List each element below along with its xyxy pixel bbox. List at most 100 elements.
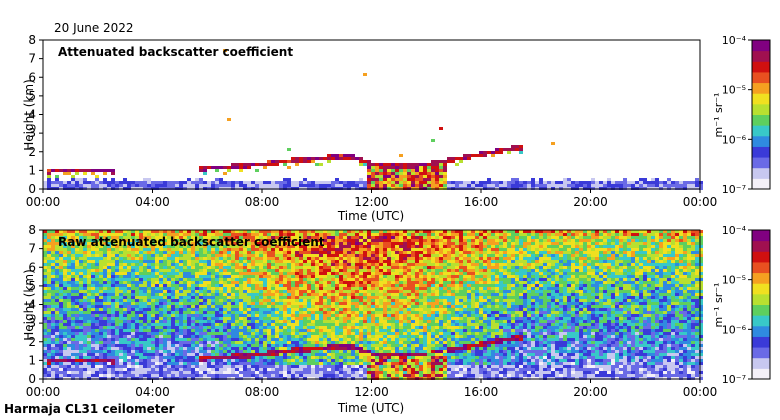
heatmap-cell [203,166,207,169]
heatmap-cell [107,296,111,299]
heatmap-cell [239,272,243,275]
heatmap-cell [287,338,291,341]
heatmap-cell [291,257,295,260]
heatmap-cell [451,181,455,184]
heatmap-cell [99,251,103,254]
heatmap-cell [279,257,283,260]
heatmap-cell [119,278,123,281]
heatmap-cell [63,335,67,338]
heatmap-cell [351,350,355,353]
heatmap-cell [235,184,239,187]
heatmap-cell [195,242,199,245]
heatmap-cell [279,287,283,290]
heatmap-cell [439,163,443,166]
heatmap-cell [271,332,275,335]
heatmap-cell [59,266,63,269]
heatmap-cell [295,296,299,299]
heatmap-cell [115,275,119,278]
heatmap-cell [639,178,643,181]
heatmap-cell [207,341,211,344]
heatmap-cell [163,350,167,353]
heatmap-cell [59,233,63,236]
heatmap-cell [79,305,83,308]
heatmap-cell [199,275,203,278]
heatmap-cell [435,166,439,169]
heatmap-cell [267,341,271,344]
heatmap-cell [99,374,103,377]
heatmap-cell [167,233,171,236]
heatmap-cell [267,236,271,239]
heatmap-cell [167,320,171,323]
heatmap-cell [91,314,95,317]
heatmap-cell [331,254,335,257]
heatmap-cell [311,257,315,260]
heatmap-cell [263,353,267,356]
heatmap-cell [187,254,191,257]
heatmap-cell [131,275,135,278]
heatmap-cell [259,299,263,302]
heatmap-cell [283,350,287,353]
heatmap-cell [123,184,127,187]
heatmap-cell [347,356,351,359]
heatmap-cell [227,248,231,251]
heatmap-cell [323,344,327,347]
heatmap-cell [59,263,63,266]
heatmap-cell [359,242,363,245]
heatmap-cell [147,254,151,257]
heatmap-cell [191,371,195,374]
heatmap-cell [279,302,283,305]
heatmap-cell [155,248,159,251]
heatmap-cell [315,332,319,335]
heatmap-cell [155,335,159,338]
heatmap-cell [311,251,315,254]
heatmap-cell [111,248,115,251]
heatmap-cell [267,353,271,356]
heatmap-cell [251,323,255,326]
heatmap-cell [191,248,195,251]
heatmap-cell [203,320,207,323]
heatmap-cell [47,254,51,257]
heatmap-cell [131,266,135,269]
heatmap-cell [211,269,215,272]
heatmap-cell [291,353,295,356]
heatmap-cell [187,332,191,335]
heatmap-cell [111,317,115,320]
heatmap-cell [363,320,367,323]
heatmap-cell [279,347,283,350]
heatmap-cell [67,184,71,187]
heatmap-cell [207,263,211,266]
heatmap-cell [147,242,151,245]
heatmap-cell [243,287,247,290]
heatmap-cell [343,154,347,157]
heatmap-cell [307,233,311,236]
heatmap-cell [235,263,239,266]
heatmap-cell [327,320,331,323]
heatmap-cell [367,290,371,293]
heatmap-cell [51,236,55,239]
heatmap-cell [239,278,243,281]
heatmap-cell [315,335,319,338]
heatmap-cell [291,359,295,362]
heatmap-cell [135,287,139,290]
heatmap-cell [211,314,215,317]
heatmap-cell [99,260,103,263]
heatmap-cell [283,308,287,311]
heatmap-cell [355,242,359,245]
heatmap-cell [295,287,299,290]
heatmap-cell [343,299,347,302]
heatmap-cell [155,296,159,299]
heatmap-cell [539,181,543,184]
heatmap-cell [247,302,251,305]
heatmap-cell [259,269,263,272]
heatmap-cell [159,368,163,371]
heatmap-cell [155,275,159,278]
heatmap-cell [363,272,367,275]
heatmap-cell [171,296,175,299]
heatmap-cell [315,293,319,296]
heatmap-cell [143,251,147,254]
heatmap-cell [71,302,75,305]
heatmap-cell [91,302,95,305]
heatmap-cell [291,278,295,281]
heatmap-cell [175,338,179,341]
heatmap-cell [283,254,287,257]
